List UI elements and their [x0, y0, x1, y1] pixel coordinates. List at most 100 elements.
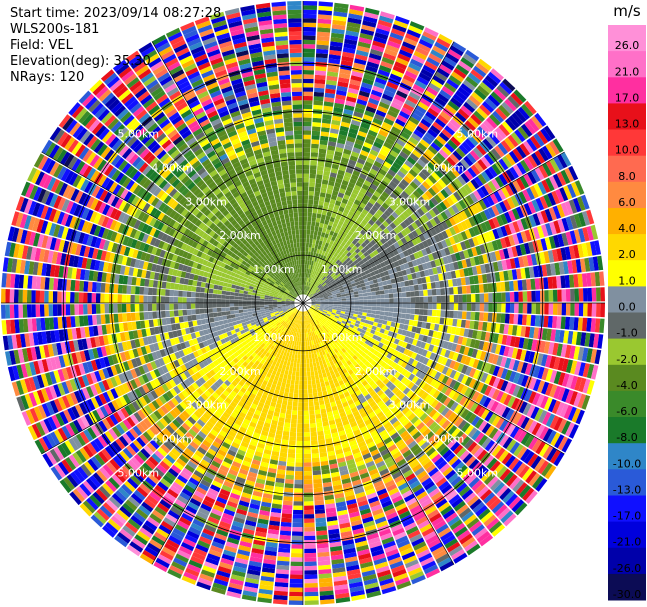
- range-gate: [373, 356, 380, 363]
- range-gate: [411, 375, 419, 384]
- range-gate: [289, 591, 303, 597]
- range-gate: [348, 159, 357, 166]
- range-gate: [303, 164, 310, 170]
- range-gate: [297, 410, 303, 416]
- range-gate: [473, 404, 483, 415]
- range-gate: [500, 356, 508, 368]
- range-gate: [323, 237, 328, 243]
- range-gate: [323, 293, 328, 297]
- range-gate: [479, 123, 492, 135]
- range-gate: [309, 173, 316, 179]
- range-gate: [496, 367, 505, 378]
- range-gate: [555, 188, 565, 203]
- range-gate: [368, 379, 376, 387]
- range-gate: [309, 418, 316, 424]
- range-gate: [453, 335, 460, 344]
- range-gate: [303, 95, 313, 101]
- range-gate: [552, 289, 558, 302]
- range-gate: [311, 135, 320, 140]
- range-gate: [312, 474, 322, 480]
- range-gate: [452, 352, 459, 361]
- range-gate: [345, 307, 351, 311]
- range-gate: [415, 327, 422, 334]
- range-gate: [467, 329, 474, 338]
- range-gate: [508, 150, 520, 164]
- range-gate: [413, 346, 420, 354]
- range-gate: [444, 142, 455, 153]
- range-gate: [404, 234, 411, 243]
- range-gate: [468, 427, 478, 438]
- range-gate: [527, 420, 538, 434]
- range-gate: [327, 184, 334, 191]
- range-gate: [326, 253, 331, 258]
- range-gate: [304, 272, 306, 278]
- range-gate: [328, 277, 333, 282]
- range-gate: [520, 416, 530, 430]
- range-gate: [345, 100, 356, 107]
- range-gate: [476, 212, 484, 224]
- range-gate: [384, 410, 393, 418]
- range-gate: [359, 303, 364, 306]
- range-gate: [414, 386, 422, 395]
- range-gate: [447, 412, 457, 422]
- range-gate: [356, 343, 363, 349]
- range-gate: [315, 262, 319, 267]
- range-gate: [487, 180, 497, 192]
- range-gate: [469, 257, 476, 267]
- range-gate: [311, 301, 316, 303]
- range-gate: [437, 241, 444, 250]
- range-gate: [284, 369, 289, 375]
- range-gate: [412, 463, 423, 473]
- range-gate: [364, 360, 371, 367]
- range-gate: [367, 351, 373, 357]
- range-gate: [311, 247, 315, 253]
- range-gate: [303, 255, 306, 260]
- range-gate: [421, 168, 431, 178]
- range-gate: [309, 178, 316, 183]
- range-gate: [315, 303, 321, 305]
- range-gate: [429, 323, 436, 331]
- range-gate: [310, 152, 318, 157]
- range-gate: [344, 38, 358, 46]
- range-gate: [409, 21, 425, 31]
- range-gate: [337, 298, 342, 301]
- range-gate: [380, 354, 387, 361]
- range-gate: [351, 239, 358, 245]
- range-gate: [303, 380, 308, 385]
- range-gate: [336, 196, 343, 203]
- range-gate: [401, 341, 408, 349]
- range-gate: [436, 460, 448, 470]
- range-gate: [415, 303, 420, 309]
- range-gate: [393, 397, 401, 406]
- range-gate: [522, 255, 529, 267]
- range-gate: [359, 172, 367, 180]
- range-gate: [407, 240, 415, 248]
- range-gate: [572, 197, 582, 213]
- range-gate: [459, 345, 466, 355]
- range-gate: [430, 470, 442, 481]
- range-gate: [452, 214, 461, 224]
- range-gate: [391, 126, 402, 135]
- range-gate: [361, 145, 371, 153]
- range-gate: [460, 319, 466, 328]
- range-gate: [311, 300, 316, 302]
- range-gate: [457, 175, 467, 186]
- range-gate: [527, 291, 532, 302]
- range-gate: [307, 260, 310, 265]
- range-gate: [461, 285, 467, 294]
- range-gate: [446, 156, 457, 167]
- range-gate: [376, 172, 385, 180]
- range-gate: [471, 303, 476, 312]
- range-gate: [313, 292, 318, 296]
- range-gate: [322, 260, 327, 266]
- range-gate: [324, 162, 332, 168]
- range-gate: [415, 236, 422, 244]
- range-gate: [303, 18, 317, 23]
- range-gate: [553, 356, 561, 370]
- range-gate: [448, 75, 462, 86]
- range-gate: [316, 257, 320, 263]
- range-gate: [284, 487, 294, 493]
- range-gate: [315, 288, 320, 293]
- range-gate: [407, 261, 414, 268]
- range-gate: [473, 275, 479, 285]
